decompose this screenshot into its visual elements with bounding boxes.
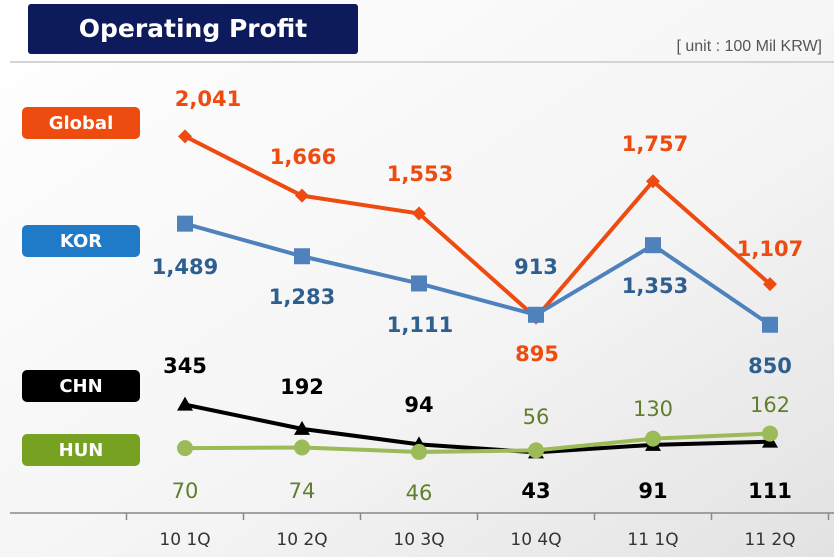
series-line (184, 221, 772, 327)
value-label: 43 (521, 479, 550, 503)
marker (178, 129, 192, 144)
value-label: 895 (515, 342, 559, 366)
x-tick-label: 10 3Q (393, 530, 444, 550)
series-line (184, 134, 772, 321)
value-label: 74 (289, 479, 316, 503)
x-tick-label: 11 2Q (744, 530, 795, 550)
legend-label: Global (49, 113, 114, 134)
marker (411, 443, 427, 460)
series-line (184, 402, 771, 455)
value-label: 1,111 (387, 313, 453, 337)
marker (294, 420, 310, 435)
marker (177, 396, 193, 411)
value-label: 192 (280, 375, 324, 399)
value-label: 1,107 (737, 237, 803, 261)
x-tick-label: 10 2Q (276, 530, 327, 550)
value-label: 913 (514, 255, 558, 279)
value-label: 1,757 (622, 132, 688, 156)
value-label: 56 (523, 405, 550, 429)
value-label: 850 (748, 354, 792, 378)
marker (528, 306, 544, 323)
value-label: 130 (633, 397, 673, 421)
value-label: 1,353 (622, 274, 688, 298)
value-label: 94 (404, 393, 433, 417)
value-label: 1,489 (152, 255, 218, 279)
value-label: 70 (172, 479, 199, 503)
unit-note: [ unit : 100 Mil KRW] (676, 38, 822, 55)
marker (645, 237, 661, 254)
marker (177, 215, 193, 232)
value-label: 111 (748, 479, 792, 503)
legend-label: CHN (59, 376, 102, 397)
value-label: 345 (163, 354, 207, 378)
chart-title: Operating Profit (79, 14, 308, 43)
x-tick-label: 10 1Q (159, 530, 210, 550)
marker (412, 206, 426, 221)
marker (646, 174, 660, 189)
value-label: 1,283 (269, 285, 335, 309)
value-label: 2,041 (175, 87, 241, 111)
value-label: 91 (638, 479, 667, 503)
title-badge (28, 4, 358, 54)
x-tick-label: 10 4Q (510, 530, 561, 550)
value-label: 46 (406, 481, 433, 505)
value-label: 1,666 (270, 145, 336, 169)
marker (177, 440, 193, 457)
marker (294, 248, 310, 265)
marker (411, 275, 427, 292)
legend-badge (22, 370, 140, 402)
marker (762, 316, 778, 333)
value-label: 1,553 (387, 162, 453, 186)
series-line (184, 431, 771, 454)
marker (294, 439, 310, 456)
marker (645, 430, 661, 447)
marker (762, 425, 778, 442)
marker (528, 442, 544, 459)
legend-label: HUN (59, 440, 104, 461)
legend-label: KOR (60, 231, 102, 252)
marker (763, 277, 777, 292)
legend-badge (22, 107, 140, 139)
legend-badge (22, 225, 140, 257)
legend-badge (22, 434, 140, 466)
x-tick-label: 11 1Q (627, 530, 678, 550)
marker (295, 188, 309, 203)
value-label: 162 (750, 393, 790, 417)
